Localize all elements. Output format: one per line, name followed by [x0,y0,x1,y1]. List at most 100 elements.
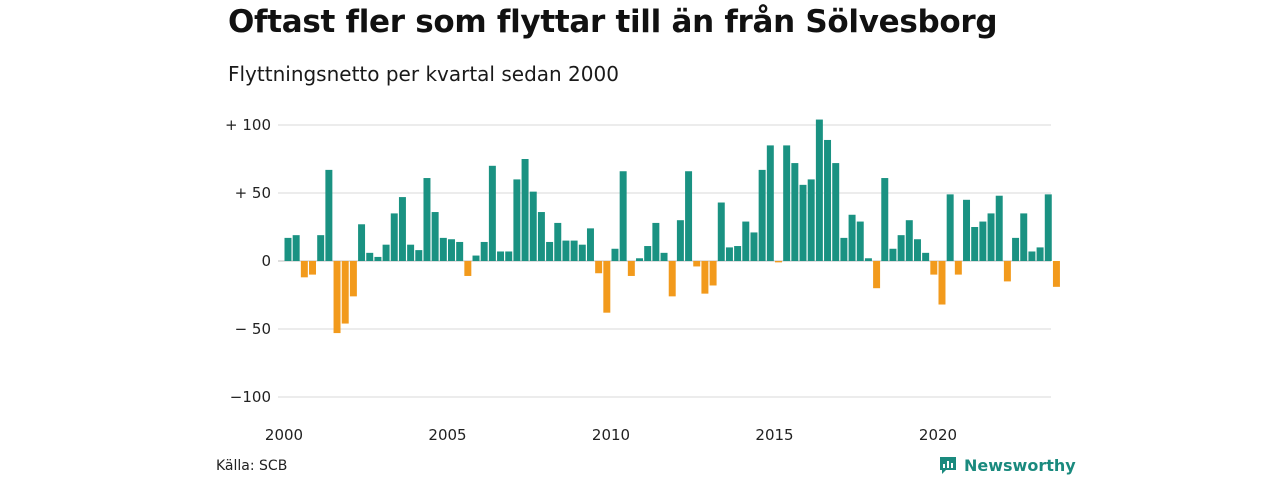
x-tick-label: 2015 [755,426,793,444]
bar [529,191,537,261]
bar [300,261,308,278]
bar [627,261,635,276]
bar [292,235,300,261]
bar [480,241,488,261]
bar [889,248,897,261]
x-axis-tick-labels: 2000 2005 2010 2015 2020 [265,426,957,444]
newsworthy-logo-icon [940,457,956,474]
bar [963,199,971,261]
bar [636,258,644,261]
bar [407,244,415,261]
bar [1020,213,1028,261]
bar [668,261,676,297]
chart-subtitle: Flyttningsnetto per kvartal sedan 2000 [228,62,619,86]
bar [415,250,423,261]
bar [971,227,979,261]
bar [611,248,619,261]
bar [840,237,848,261]
bar [758,169,766,261]
bar [398,197,406,261]
bar [815,119,823,261]
bar [374,256,382,261]
brand-logo[interactable]: Newsworthy [938,455,1076,475]
bar [546,241,554,261]
source-note: Källa: SCB [216,458,288,474]
bar [856,221,864,261]
bar [1003,261,1011,282]
bar [1028,251,1036,261]
bar [423,178,431,261]
bar [578,244,586,261]
y-tick-label: − 50 [235,320,271,338]
bar [497,251,505,261]
y-tick-label: 0 [261,252,271,270]
bar [333,261,341,334]
bar [595,261,603,274]
bar [358,224,366,261]
bar [905,220,913,261]
bar [570,240,578,261]
x-tick-label: 2000 [265,426,303,444]
bar [913,239,921,261]
bar [881,178,889,261]
brand-name: Newsworthy [964,455,1076,475]
bar [791,163,799,261]
chart-title: Oftast fler som flyttar till än från Söl… [228,4,998,40]
bar [1044,194,1052,261]
bar [349,261,357,297]
bar [979,221,987,261]
bar [1012,237,1020,261]
bar [717,202,725,261]
bar [701,261,709,294]
bar [472,255,480,261]
bar [513,179,521,261]
bar [954,261,962,275]
bar [725,247,733,261]
bar [832,163,840,261]
bar [930,261,938,275]
bar [938,261,946,305]
y-tick-label: + 100 [225,116,271,134]
bar [946,194,954,261]
bar [382,244,390,261]
bar [652,222,660,261]
bar-series [284,119,1060,334]
bar [873,261,881,289]
bar [603,261,611,313]
bar [431,212,439,261]
bar [644,246,652,261]
bar [693,261,701,267]
bar [848,214,856,261]
bar [1052,261,1060,287]
bar [448,239,455,261]
y-axis-tick-labels: + 100 + 50 0 − 50 −100 [225,116,271,406]
x-tick-label: 2020 [919,426,957,444]
bar [987,213,995,261]
bar [464,261,472,276]
bar [864,258,872,261]
bar [660,252,668,261]
bar [317,235,325,261]
bar [824,139,832,261]
bar [309,261,316,275]
bar [709,261,717,286]
bar [685,171,693,261]
bar [488,165,496,261]
bar [783,145,791,261]
bar [619,171,627,261]
bar [897,235,905,261]
bar [325,169,333,261]
bar [366,252,374,261]
bar [742,221,750,261]
bar [341,261,349,324]
bar [521,159,529,261]
bar [766,145,774,261]
bar [750,232,758,261]
bar [537,212,545,261]
bar [807,179,815,261]
bar [554,222,562,261]
bar [439,237,447,261]
bar [995,195,1003,261]
bar [562,240,570,261]
